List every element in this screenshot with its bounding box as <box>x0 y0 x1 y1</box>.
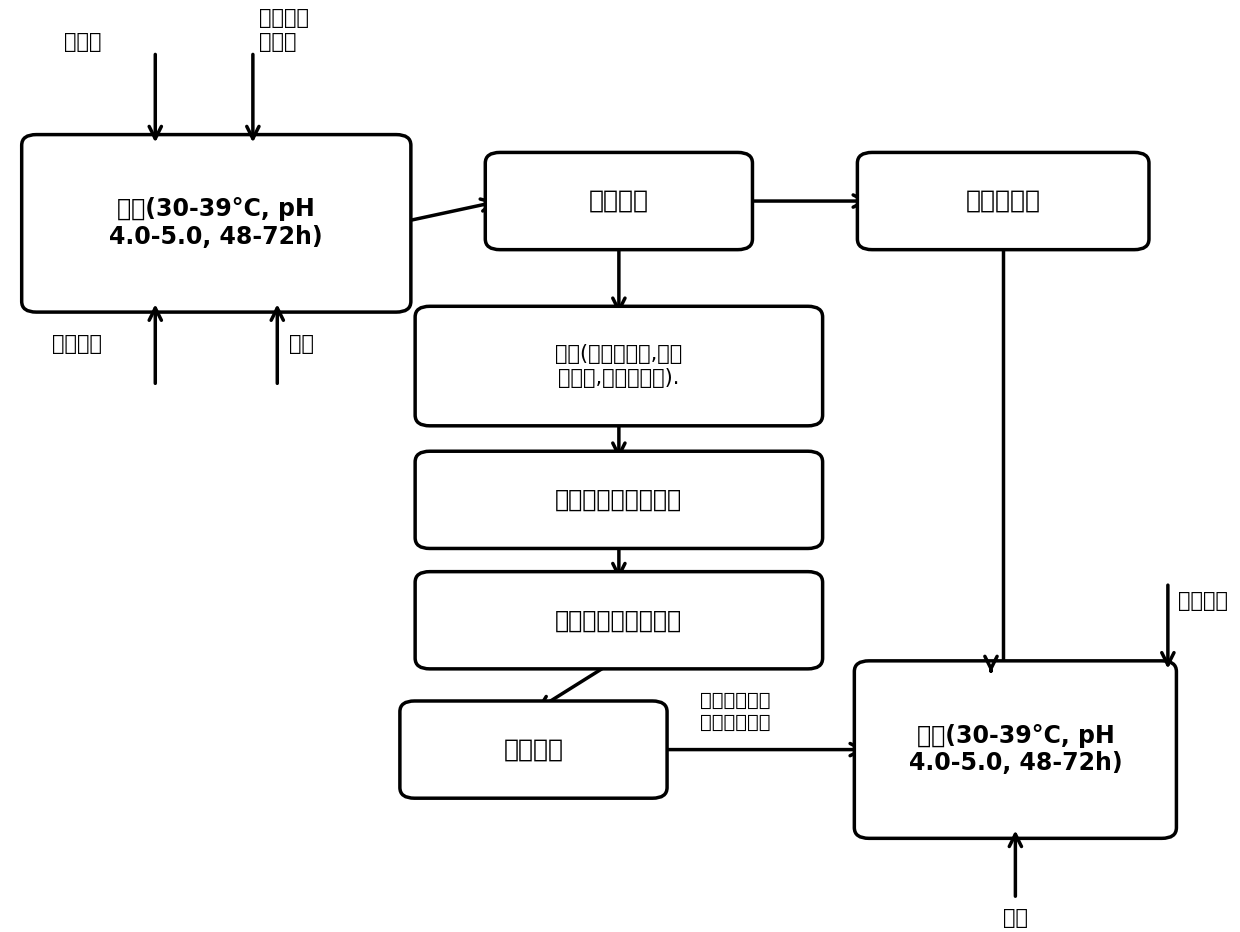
Text: 糖液: 糖液 <box>1003 908 1028 928</box>
Text: 发酵(30-39°C, pH
4.0-5.0, 48-72h): 发酵(30-39°C, pH 4.0-5.0, 48-72h) <box>109 198 324 249</box>
Text: 发酵(30-39°C, pH
4.0-5.0, 48-72h): 发酵(30-39°C, pH 4.0-5.0, 48-72h) <box>909 723 1122 775</box>
FancyBboxPatch shape <box>485 153 753 250</box>
FancyBboxPatch shape <box>415 571 822 669</box>
Text: 溶液(表面活性剂,缓冲
剂乙醇,发酵抑制剂).: 溶液(表面活性剂,缓冲 剂乙醇,发酵抑制剂). <box>556 345 682 388</box>
FancyBboxPatch shape <box>415 307 822 426</box>
Text: 萃取除去发酵抑制剂: 萃取除去发酵抑制剂 <box>556 609 682 632</box>
Text: 新鲜酵母: 新鲜酵母 <box>52 334 102 354</box>
FancyBboxPatch shape <box>854 661 1177 839</box>
Text: 回收的表面活
性剂、缓冲剂: 回收的表面活 性剂、缓冲剂 <box>699 691 770 732</box>
FancyBboxPatch shape <box>415 451 822 548</box>
FancyBboxPatch shape <box>399 701 667 798</box>
Text: 糖液: 糖液 <box>289 334 315 354</box>
FancyBboxPatch shape <box>21 134 410 312</box>
Text: 蒸馏除去乙醇和水等: 蒸馏除去乙醇和水等 <box>556 487 682 512</box>
Text: 固液分离: 固液分离 <box>589 189 649 213</box>
Text: 缓冲剂: 缓冲剂 <box>63 32 102 51</box>
Text: 回收的酵母: 回收的酵母 <box>966 189 1040 213</box>
FancyBboxPatch shape <box>857 153 1149 250</box>
Text: 新鲜酵母: 新鲜酵母 <box>1178 591 1228 611</box>
Text: 新鲜表面
活性剂: 新鲜表面 活性剂 <box>259 8 309 51</box>
Text: 旋转蒸发: 旋转蒸发 <box>503 737 563 761</box>
